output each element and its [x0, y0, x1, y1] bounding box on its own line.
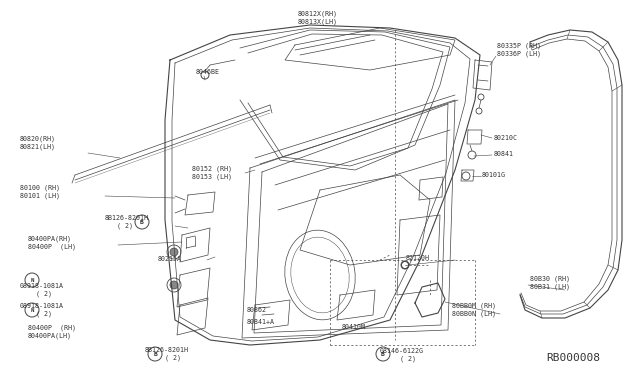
Text: 80210C: 80210C — [494, 135, 518, 141]
Circle shape — [135, 215, 149, 229]
Text: 8046BE: 8046BE — [196, 69, 220, 75]
Text: B: B — [381, 352, 385, 356]
Text: 08146-6122G
     ( 2): 08146-6122G ( 2) — [380, 348, 424, 362]
Text: 80400P  (RH)
80400PA(LH): 80400P (RH) 80400PA(LH) — [28, 325, 76, 339]
Text: 80812X(RH)
80813X(LH): 80812X(RH) 80813X(LH) — [298, 11, 338, 25]
Text: 80410M: 80410M — [342, 324, 366, 330]
Circle shape — [376, 347, 390, 361]
Text: 80BB0M (RH)
80BB0N (LH): 80BB0M (RH) 80BB0N (LH) — [452, 303, 496, 317]
Text: 80335P (RH)
80336P (LH): 80335P (RH) 80336P (LH) — [497, 43, 541, 57]
Text: 8B126-8201H
   ( 2): 8B126-8201H ( 2) — [105, 215, 149, 229]
Text: B: B — [140, 219, 144, 224]
Circle shape — [148, 347, 162, 361]
Text: 80820(RH)
80821(LH): 80820(RH) 80821(LH) — [20, 136, 56, 150]
Text: 08918-1081A
    ( 2): 08918-1081A ( 2) — [20, 283, 64, 297]
Text: B: B — [153, 352, 157, 356]
Text: N: N — [30, 278, 34, 282]
Circle shape — [170, 248, 178, 256]
Text: 80841+A: 80841+A — [247, 319, 275, 325]
Text: 80841: 80841 — [494, 151, 514, 157]
Circle shape — [25, 273, 39, 287]
Circle shape — [170, 281, 178, 289]
Circle shape — [25, 303, 39, 317]
Text: 80400PA(RH)
80400P  (LH): 80400PA(RH) 80400P (LH) — [28, 236, 76, 250]
Text: 08918-1081A
    ( 2): 08918-1081A ( 2) — [20, 303, 64, 317]
Text: 82120H: 82120H — [406, 255, 430, 261]
Text: 80101G: 80101G — [482, 172, 506, 178]
Text: 80215A: 80215A — [158, 256, 182, 262]
Text: 80152 (RH)
80153 (LH): 80152 (RH) 80153 (LH) — [192, 166, 232, 180]
Text: RB000008: RB000008 — [546, 353, 600, 363]
Text: 80862: 80862 — [247, 307, 267, 313]
Text: 80100 (RH)
80101 (LH): 80100 (RH) 80101 (LH) — [20, 185, 60, 199]
Text: 8B126-8201H
     ( 2): 8B126-8201H ( 2) — [145, 347, 189, 361]
Text: 80B30 (RH)
80B31 (LH): 80B30 (RH) 80B31 (LH) — [530, 276, 570, 290]
Text: N: N — [30, 308, 34, 312]
